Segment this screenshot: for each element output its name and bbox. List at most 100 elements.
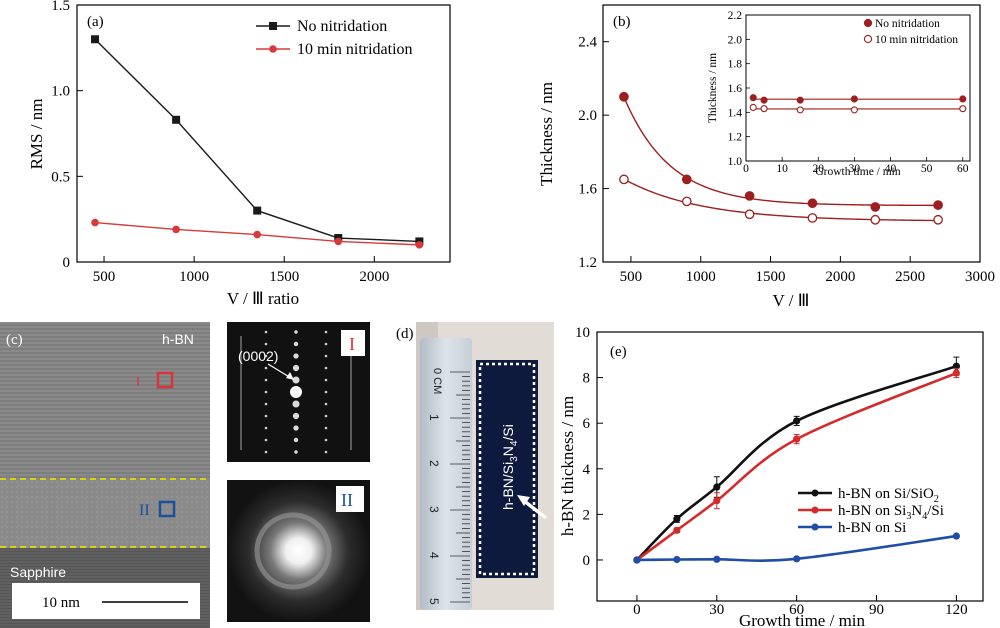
diffraction-spot bbox=[264, 342, 268, 346]
panel-e-xlabel: Growth time / min bbox=[739, 611, 866, 628]
tem-hbn-region bbox=[0, 322, 210, 478]
legend-si3n4-sub-2: 4 bbox=[922, 511, 927, 522]
b-inset-data-point bbox=[959, 95, 967, 103]
tem-region-1-marker bbox=[156, 371, 174, 389]
b-inset-data-point bbox=[796, 106, 804, 114]
diffraction-spot bbox=[324, 330, 328, 334]
a-xtick-label: 2000 bbox=[359, 269, 389, 285]
legend-marker-si3n4 bbox=[811, 506, 819, 514]
b-inset-ytick-label: 1.0 bbox=[728, 156, 743, 168]
diffraction-spot bbox=[290, 386, 302, 398]
diffraction-spot bbox=[264, 366, 268, 370]
b-data-point bbox=[870, 202, 881, 212]
tem-region-1-label: I bbox=[136, 373, 140, 389]
diffraction-spot bbox=[294, 462, 298, 466]
legend-label-sio2: h-BN on Si/SiO2 bbox=[838, 486, 939, 505]
b-data-point bbox=[681, 174, 692, 185]
legend-marker-si bbox=[811, 523, 819, 531]
diffraction-spot bbox=[324, 438, 328, 442]
b-inset-legend-label: No nitridation bbox=[875, 18, 940, 30]
e-xtick-label: 90 bbox=[869, 602, 884, 618]
b-inset-data-point bbox=[760, 105, 768, 113]
diffraction-index-label: (0002) bbox=[238, 348, 278, 364]
e-data-point bbox=[793, 435, 801, 443]
diffraction-spot bbox=[293, 353, 299, 359]
b-fit-curve bbox=[623, 178, 937, 222]
diffraction-spot bbox=[324, 426, 328, 430]
b-ytick-label: 2.0 bbox=[578, 108, 597, 124]
panel-c-letter: (c) bbox=[6, 332, 23, 348]
b-data-point bbox=[744, 209, 755, 220]
sample-label-part-2: N bbox=[500, 446, 516, 456]
diffraction-arrow bbox=[267, 363, 292, 379]
a-xtick-label: 1000 bbox=[179, 269, 209, 285]
panel-a-chart: 500 1000 1500 2000 0 0.5 1.0 1.5 (a) V / Ⅲ rat… bbox=[27, 0, 451, 308]
e-ytick-label: 4 bbox=[583, 462, 591, 478]
ruler-number: 2 bbox=[427, 460, 441, 467]
diffraction-spot bbox=[264, 414, 268, 418]
panel-a-legend: No nitridation 10 min nitridation bbox=[256, 18, 413, 58]
e-data-point bbox=[673, 555, 681, 564]
diffraction-spot bbox=[293, 341, 299, 347]
panel-e-letter: (e) bbox=[610, 344, 627, 360]
tem-region-2-label: II bbox=[139, 502, 150, 519]
sample-label: h-BN/Si3N4/Si bbox=[500, 424, 520, 510]
panel-a-ylabel: RMS / nm bbox=[27, 99, 46, 170]
e-ytick-label: 2 bbox=[583, 507, 591, 523]
hbn-sample bbox=[476, 360, 538, 578]
b-data-point bbox=[744, 191, 755, 201]
b-inset-data-point bbox=[796, 96, 804, 104]
diffraction-spot bbox=[324, 390, 328, 394]
sample-label-part-3: /Si bbox=[500, 424, 516, 440]
a-ytick-label: 1.5 bbox=[51, 0, 70, 14]
b-inset-data-point bbox=[959, 105, 967, 113]
ruler-number: 1 bbox=[427, 414, 441, 421]
diffraction-spot bbox=[294, 330, 298, 334]
b-xtick-label: 2500 bbox=[895, 269, 925, 285]
b-inset-data-point bbox=[749, 94, 757, 102]
diffraction-spot bbox=[292, 412, 300, 420]
diffraction-spot bbox=[264, 354, 268, 358]
b-data-point bbox=[807, 213, 818, 223]
b-inset-ytick-label: 1.6 bbox=[728, 83, 743, 95]
b-data-point bbox=[933, 200, 943, 210]
panel-a-xlabel: V / Ⅲ ratio bbox=[227, 289, 299, 308]
b-inset-data-point bbox=[760, 96, 768, 104]
b-data-point bbox=[807, 198, 818, 209]
b-xtick-label: 500 bbox=[620, 269, 643, 285]
b-inset-xtick-label: 10 bbox=[776, 163, 788, 175]
a-data-point bbox=[253, 230, 261, 239]
legend-si3n4-text-2: N bbox=[911, 503, 922, 519]
panel-b-xlabel: V / Ⅲ bbox=[773, 291, 810, 310]
diffraction-spots-1 bbox=[240, 318, 352, 466]
b-inset-ytick-label: 2.2 bbox=[728, 10, 743, 22]
a-legend-label: No nitridation bbox=[297, 18, 387, 35]
ruler-ticks: 1 2 3 4 5 bbox=[427, 371, 470, 605]
panel-a-letter: (a) bbox=[87, 14, 104, 30]
panel-b-inset-xlabel: Growth time / min bbox=[815, 166, 901, 178]
a-legend-label: 10 min nitridation bbox=[297, 41, 413, 58]
diffraction-spot bbox=[264, 378, 268, 382]
a-ytick-label: 1.0 bbox=[51, 84, 70, 100]
panel-d-letter: (d) bbox=[396, 326, 414, 342]
legend-label-si: h-BN on Si bbox=[838, 520, 906, 536]
legend-marker-sio2 bbox=[811, 489, 819, 497]
legend-label-si3n4: h-BN on Si3N4/Si bbox=[838, 503, 944, 522]
b-xtick-label: 1500 bbox=[756, 269, 786, 285]
diffraction-spot bbox=[324, 342, 328, 346]
diffraction-ring bbox=[254, 512, 332, 590]
a-xtick-label: 500 bbox=[93, 269, 116, 285]
diffraction-arrow-head bbox=[286, 372, 294, 380]
diffraction-spot bbox=[292, 376, 300, 384]
e-ytick-label: 8 bbox=[583, 371, 591, 387]
diffraction-spot bbox=[292, 364, 300, 372]
diffraction-spot bbox=[294, 450, 298, 454]
sample-arrow bbox=[521, 498, 548, 520]
e-series-curve bbox=[636, 534, 957, 562]
ruler-unit-label: 0 CM bbox=[431, 368, 443, 394]
b-inset-xtick-label: 20 bbox=[813, 163, 825, 175]
tem-hbn-region-shade bbox=[0, 322, 210, 478]
e-data-point bbox=[952, 369, 960, 377]
